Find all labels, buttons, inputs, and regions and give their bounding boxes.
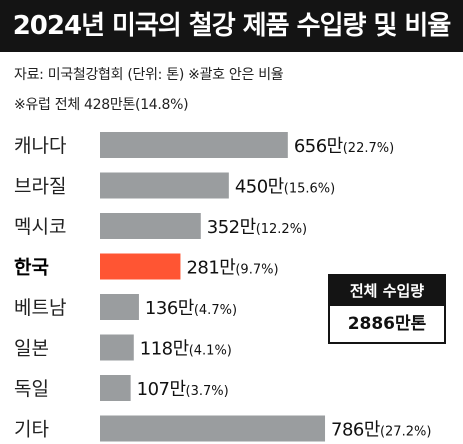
bar-row-5 xyxy=(100,334,134,361)
category-label-row-0: 캐나다 xyxy=(14,135,66,157)
value-label-row-4: 136만(4.7%) xyxy=(145,298,237,319)
value-label-row-6: 107만(3.7%) xyxy=(137,379,229,400)
category-label-row-1: 브라질 xyxy=(14,176,66,198)
category-label-row-2: 멕시코 xyxy=(14,216,66,238)
bar-row-4 xyxy=(100,294,139,320)
value-label-row-3: 281만(9.7%) xyxy=(186,258,278,279)
bar-row-7 xyxy=(100,415,326,442)
bar-row-3 xyxy=(100,253,181,280)
bar-row-6 xyxy=(100,375,131,401)
category-label-row-3: 한국 xyxy=(14,257,49,279)
source-note: 자료: 미국철강협회 (단위: 톤) ※괄호 안은 비율 xyxy=(14,67,284,83)
total-import-box: 전체 수입량 2886만톤 xyxy=(328,274,446,344)
total-import-value: 2886만톤 xyxy=(347,314,427,334)
chart-title: 2024년 미국의 철강 제품 수입량 및 비율 xyxy=(0,0,463,52)
bar-row-1 xyxy=(100,172,229,199)
category-label-row-6: 독일 xyxy=(14,378,49,400)
bar-row-0 xyxy=(100,132,288,158)
value-label-row-5: 118만(4.1%) xyxy=(140,339,232,360)
value-label-row-1: 450만(15.6%) xyxy=(235,177,335,198)
total-import-label: 전체 수입량 xyxy=(330,276,444,306)
category-label-row-7: 기타 xyxy=(14,419,49,441)
value-label-row-2: 352만(12.2%) xyxy=(207,217,307,238)
value-label-row-0: 656만(22.7%) xyxy=(294,136,394,157)
value-label-row-7: 786만(27.2%) xyxy=(331,420,431,441)
europe-note: ※유럽 전체 428만톤(14.8%) xyxy=(14,97,189,113)
bar-row-2 xyxy=(100,213,201,239)
category-label-row-4: 베트남 xyxy=(14,297,66,319)
category-label-row-5: 일본 xyxy=(14,338,49,360)
